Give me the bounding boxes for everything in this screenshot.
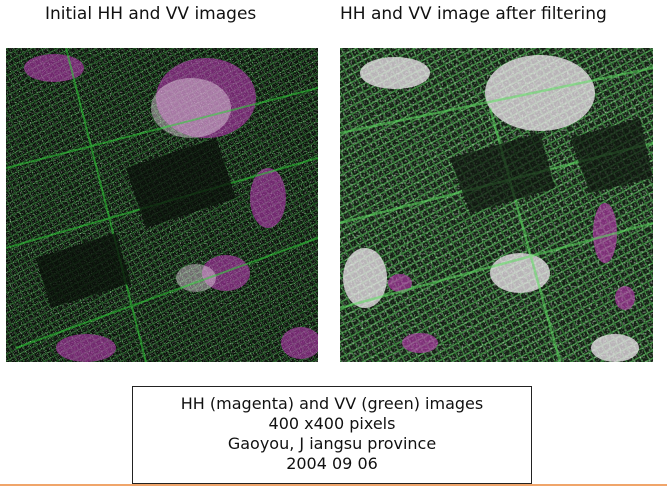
right-panel-title: HH and VV image after filtering (340, 4, 607, 24)
footer-rule (0, 484, 667, 486)
filtered-sar-image (340, 48, 653, 362)
caption-line-channels: HH (magenta) and VV (green) images (180, 394, 484, 413)
caption-line-size: 400 x400 pixels (268, 414, 396, 433)
initial-sar-image (6, 48, 318, 362)
left-panel-title: Initial HH and VV images (45, 4, 257, 24)
caption-line-date: 2004 09 06 (286, 454, 378, 473)
caption-line-location: Gaoyou, J iangsu province (227, 434, 437, 453)
caption-box: HH (magenta) and VV (green) images 400 x… (132, 386, 532, 484)
